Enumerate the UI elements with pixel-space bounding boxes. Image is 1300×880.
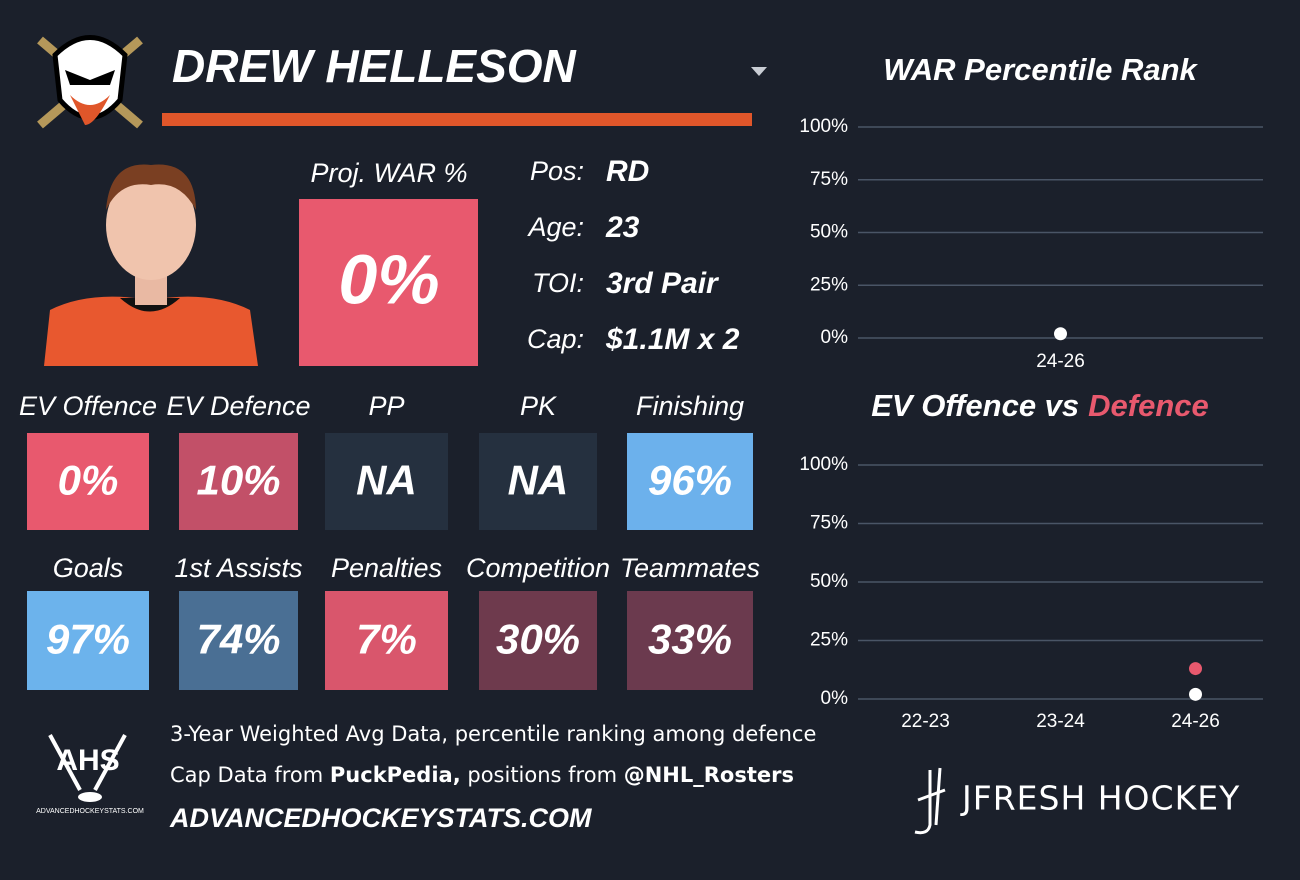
tile-label: Goals bbox=[53, 553, 124, 583]
ahs-logo-text: AHS bbox=[56, 744, 119, 777]
y-tick-label: 100% bbox=[799, 116, 848, 137]
player-name: DREW HELLESON bbox=[172, 40, 577, 92]
tile-value: 96% bbox=[648, 457, 732, 504]
x-tick-label: 22-23 bbox=[901, 711, 950, 732]
info-value: $1.1M x 2 bbox=[605, 323, 740, 356]
tile-value: NA bbox=[508, 457, 569, 504]
x-tick-label: 23-24 bbox=[1036, 711, 1085, 732]
info-value: 23 bbox=[605, 211, 640, 244]
tile-box bbox=[179, 433, 298, 530]
tile-box bbox=[627, 433, 753, 530]
ahs-logo-subtext: ADVANCEDHOCKEYSTATS.COM bbox=[36, 808, 144, 815]
tile-box bbox=[27, 591, 149, 690]
brand: JFRESH HOCKEY bbox=[960, 779, 1240, 818]
chart-title-text: WAR Percentile Rank bbox=[883, 52, 1198, 87]
point bbox=[1189, 662, 1202, 676]
ahs-logo bbox=[48, 734, 127, 802]
chart-title-text: EV Offence vs bbox=[871, 388, 1079, 423]
tile-label: EV Defence bbox=[166, 391, 310, 421]
y-tick-label: 50% bbox=[810, 571, 848, 592]
tile-value: 74% bbox=[196, 616, 280, 663]
info-label: Cap: bbox=[527, 324, 584, 354]
tile-value: 30% bbox=[496, 616, 580, 663]
point bbox=[1054, 327, 1067, 341]
tile-box bbox=[627, 591, 753, 690]
footer-text: @NHL_Rosters bbox=[624, 763, 794, 787]
x-tick-label: 24-26 bbox=[1036, 351, 1085, 372]
y-tick-label: 100% bbox=[799, 454, 848, 475]
tile-label: Teammates bbox=[620, 553, 760, 583]
info-label: Pos: bbox=[530, 156, 584, 186]
tile-box bbox=[27, 433, 149, 530]
player-dropdown[interactable] bbox=[751, 67, 767, 76]
y-tick-label: 50% bbox=[810, 222, 848, 243]
footer-text: Cap Data from bbox=[170, 763, 330, 787]
info-label: Age: bbox=[526, 212, 584, 242]
site-url: ADVANCEDHOCKEYSTATS.COM bbox=[169, 803, 592, 833]
tile-label: Penalties bbox=[331, 553, 442, 583]
proj-war-value: 0% bbox=[338, 240, 439, 318]
footer-text: 3-Year Weighted Avg Data, percentile ran… bbox=[170, 722, 816, 746]
player-photo bbox=[44, 160, 258, 366]
tile-value: 10% bbox=[196, 457, 280, 504]
footer-line: Cap Data from PuckPedia, positions from … bbox=[170, 763, 794, 787]
footer-text: PuckPedia, bbox=[330, 763, 461, 787]
point bbox=[1189, 687, 1202, 701]
x-tick-label: 24-26 bbox=[1171, 711, 1220, 732]
y-tick-label: 25% bbox=[810, 630, 848, 651]
tile-label: PP bbox=[368, 391, 404, 421]
jfresh-mark bbox=[914, 767, 946, 835]
y-tick-label: 75% bbox=[810, 169, 848, 190]
info-value: 3rd Pair bbox=[606, 267, 720, 300]
tile-value: 97% bbox=[46, 616, 130, 663]
tile-box bbox=[325, 591, 448, 690]
tile-value: 33% bbox=[648, 616, 732, 663]
chart-title: EV Offence vs Defence bbox=[871, 388, 1209, 423]
tile-label: PK bbox=[520, 391, 557, 421]
tile-box bbox=[479, 433, 597, 530]
proj-war-label: Proj. WAR % bbox=[310, 158, 467, 188]
chart-title-highlight: Defence bbox=[1088, 388, 1209, 423]
tile-label: Finishing bbox=[636, 391, 744, 421]
footer-text: positions from bbox=[461, 763, 624, 787]
y-tick-label: 75% bbox=[810, 513, 848, 534]
tile-label: EV Offence bbox=[19, 391, 157, 421]
y-tick-label: 0% bbox=[821, 327, 849, 348]
tile-label: 1st Assists bbox=[174, 553, 302, 583]
tile-value: NA bbox=[356, 457, 417, 504]
y-tick-label: 25% bbox=[810, 274, 848, 295]
proj-war-box bbox=[299, 199, 478, 366]
name-underline bbox=[162, 113, 752, 126]
tile-value: 7% bbox=[356, 616, 417, 663]
tile-box bbox=[325, 433, 448, 530]
info-label: TOI: bbox=[532, 268, 584, 298]
footer-line: 3-Year Weighted Avg Data, percentile ran… bbox=[170, 722, 816, 746]
team-logo bbox=[37, 35, 143, 129]
chart-title: WAR Percentile Rank bbox=[883, 52, 1198, 87]
tile-value: 0% bbox=[58, 457, 119, 504]
tile-box bbox=[179, 591, 298, 690]
tile-label: Competition bbox=[466, 553, 610, 583]
tile-box bbox=[479, 591, 597, 690]
info-value: RD bbox=[606, 155, 649, 188]
y-tick-label: 0% bbox=[821, 688, 849, 709]
